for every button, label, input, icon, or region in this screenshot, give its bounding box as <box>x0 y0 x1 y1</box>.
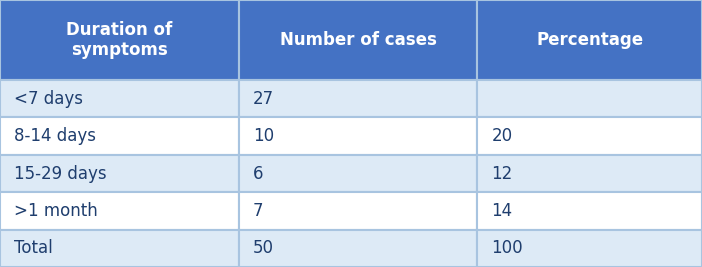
Text: Percentage: Percentage <box>536 31 643 49</box>
Bar <box>477 155 702 192</box>
Bar <box>477 0 702 80</box>
Bar <box>477 117 702 155</box>
Text: Total: Total <box>14 239 53 257</box>
Bar <box>477 192 702 230</box>
Text: 50: 50 <box>253 239 274 257</box>
Bar <box>239 80 477 117</box>
Bar <box>239 155 477 192</box>
Bar <box>0 155 239 192</box>
Text: <7 days: <7 days <box>14 90 83 108</box>
Bar <box>239 192 477 230</box>
Text: 27: 27 <box>253 90 274 108</box>
Bar <box>0 117 239 155</box>
Bar <box>239 230 477 267</box>
Bar <box>477 230 702 267</box>
Bar <box>0 0 239 80</box>
Bar <box>0 230 239 267</box>
Text: 10: 10 <box>253 127 274 145</box>
Text: Duration of
symptoms: Duration of symptoms <box>66 21 173 60</box>
Text: 15-29 days: 15-29 days <box>14 164 107 183</box>
Text: 7: 7 <box>253 202 263 220</box>
Text: 100: 100 <box>491 239 523 257</box>
Bar <box>477 80 702 117</box>
Text: >1 month: >1 month <box>14 202 98 220</box>
Text: 6: 6 <box>253 164 263 183</box>
Bar <box>0 192 239 230</box>
Bar <box>239 117 477 155</box>
Text: 12: 12 <box>491 164 512 183</box>
Text: 8-14 days: 8-14 days <box>14 127 96 145</box>
Bar <box>0 80 239 117</box>
Bar <box>239 0 477 80</box>
Text: 20: 20 <box>491 127 512 145</box>
Text: Number of cases: Number of cases <box>279 31 437 49</box>
Text: 14: 14 <box>491 202 512 220</box>
